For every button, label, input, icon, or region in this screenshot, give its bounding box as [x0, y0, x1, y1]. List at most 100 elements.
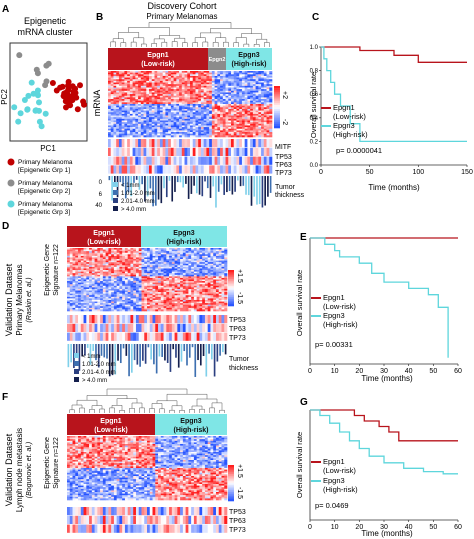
heatmap-cell: [151, 77, 155, 80]
annotation-cell: [244, 147, 248, 156]
heatmap-cell: [154, 115, 158, 118]
heatmap-cell: [113, 94, 117, 97]
heatmap-cell: [188, 295, 192, 298]
heatmap-cell: [78, 260, 82, 263]
heatmap-cell: [196, 270, 200, 272]
scale-step: [274, 98, 280, 101]
thickness-bar: [138, 176, 141, 190]
heatmap-cell: [168, 108, 172, 111]
annotation-cell: [168, 156, 172, 165]
heatmap-cell: [177, 248, 181, 250]
heatmap-cell: [144, 263, 148, 266]
heatmap-cell: [170, 108, 174, 111]
heatmap-cell: [149, 79, 153, 82]
heatmap-cell: [171, 260, 175, 263]
heatmap-cell: [100, 279, 104, 282]
heatmap-cell: [266, 135, 270, 138]
heatmap-cell: [91, 296, 95, 299]
heatmap-cell: [252, 71, 256, 73]
heatmap-cell: [177, 281, 181, 283]
heatmap-cell: [108, 274, 112, 277]
heatmap-cell: [149, 266, 153, 269]
heatmap-cell: [185, 279, 189, 282]
heatmap-cell: [141, 252, 145, 255]
heatmap-cell: [184, 94, 188, 97]
heatmap-cell: [258, 77, 262, 80]
heatmap-cell: [190, 117, 194, 120]
heatmap-cell: [67, 259, 71, 261]
heatmap-cell: [236, 102, 240, 105]
heatmap-cell: [116, 270, 120, 272]
annotation-cell: [206, 139, 210, 148]
heatmap-cell: [110, 89, 114, 92]
heatmap-cell: [138, 130, 142, 133]
annotation-cell: [195, 156, 199, 165]
heatmap-cell: [119, 285, 123, 288]
thickness-bar: [133, 176, 135, 183]
heatmap-cell: [113, 277, 117, 280]
heatmap-cell: [130, 277, 134, 280]
heatmap-cell: [86, 257, 90, 260]
heatmap-cell: [159, 135, 163, 138]
heatmap-cell: [118, 130, 122, 133]
heatmap-cell: [177, 284, 181, 287]
heatmap-cell: [116, 281, 120, 283]
heatmap-cell: [180, 293, 184, 296]
heatmap-cell: [195, 82, 199, 85]
heatmap-cell: [83, 270, 87, 272]
heatmap-cell: [261, 80, 265, 83]
heatmap-cell: [89, 285, 93, 288]
heatmap-cell: [140, 85, 144, 88]
heatmap-cell: [138, 113, 142, 116]
heatmap-cell: [170, 133, 174, 136]
heatmap-cell: [247, 80, 251, 83]
heatmap-cell: [209, 97, 213, 100]
heatmap-cell: [94, 263, 98, 266]
heatmap-cell: [217, 132, 221, 134]
heatmap-cell: [124, 92, 128, 95]
heatmap-cell: [252, 118, 256, 121]
heatmap-cell: [207, 270, 211, 272]
heatmap-cell: [187, 94, 191, 97]
heatmap-cell: [193, 255, 197, 258]
heatmap-cell: [91, 263, 95, 266]
heatmap-cell: [191, 270, 195, 272]
heatmap-cell: [91, 260, 95, 263]
heatmap-cell: [121, 95, 125, 98]
heatmap-cell: [91, 298, 95, 301]
annotation-cell: [176, 156, 180, 165]
heatmap-cell: [110, 99, 114, 101]
heatmap-cell: [217, 102, 221, 105]
heatmap-cell: [162, 85, 166, 88]
heatmap-cell: [200, 130, 204, 133]
heatmap-cell: [224, 277, 228, 280]
heatmap-cell: [180, 285, 184, 288]
heatmap-cell: [118, 122, 122, 125]
heatmap-cell: [91, 282, 95, 285]
heatmap-cell: [255, 107, 259, 110]
heatmap-cell: [263, 128, 267, 131]
heatmap-cell: [97, 285, 101, 288]
heatmap-cell: [102, 301, 106, 304]
heatmap-cell: [97, 254, 101, 257]
heatmap-cell: [255, 117, 259, 120]
heatmap-cell: [165, 87, 169, 90]
heatmap-cell: [116, 279, 120, 282]
heatmap-cell: [182, 276, 186, 279]
heatmap-cell: [168, 72, 172, 75]
dendrogram-branch: [202, 41, 209, 47]
heatmap-cell: [239, 127, 243, 130]
heatmap-cell: [179, 127, 183, 130]
heatmap-cell: [78, 255, 82, 258]
heatmap-cell: [176, 120, 180, 123]
heatmap-cell: [202, 260, 206, 263]
heatmap-cell: [195, 125, 199, 128]
heatmap-cell: [130, 303, 134, 306]
heatmap-cell: [214, 99, 218, 101]
heatmap-cell: [160, 295, 164, 298]
heatmap-cell: [239, 118, 243, 121]
heatmap-cell: [124, 100, 128, 103]
heatmap-cell: [236, 107, 240, 110]
heatmap-cell: [69, 288, 73, 291]
heatmap-cell: [72, 290, 76, 293]
